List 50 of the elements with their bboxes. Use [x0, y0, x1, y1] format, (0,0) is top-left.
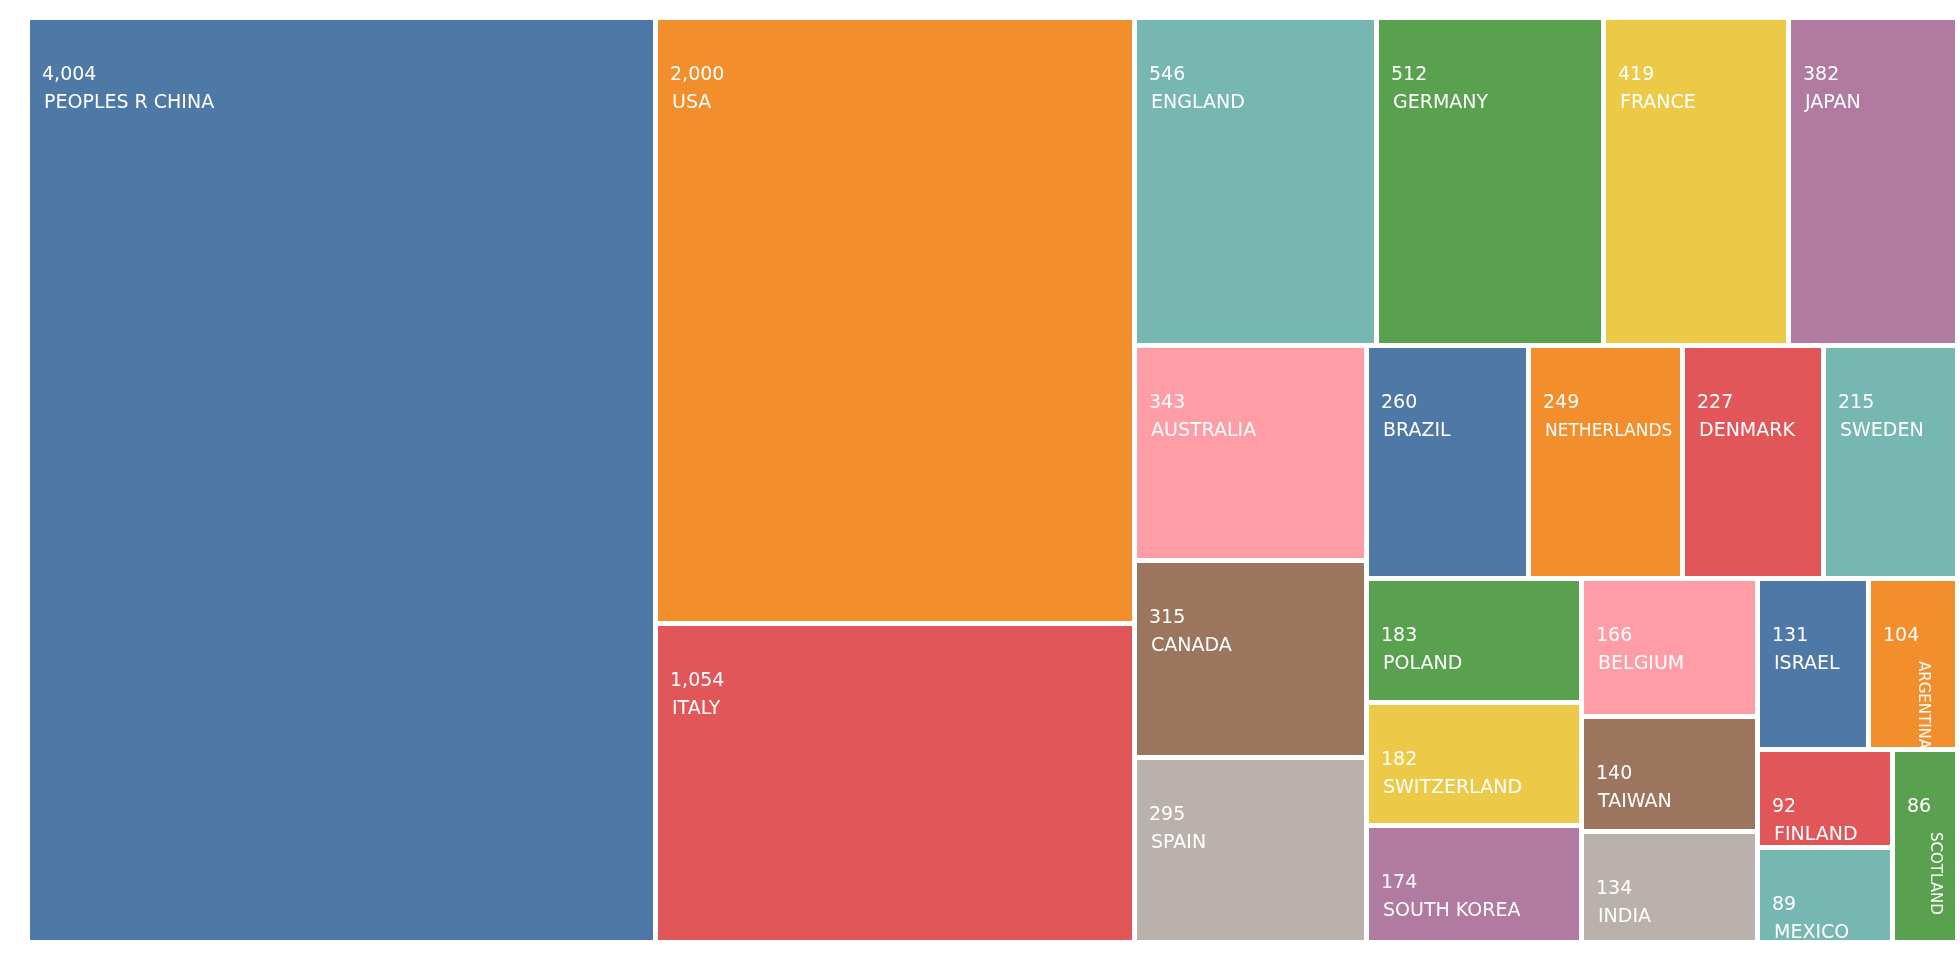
data-label: 215 — [1838, 390, 1875, 412]
data-label: 2,000 — [670, 62, 725, 84]
category-label: INDIA — [1598, 904, 1652, 926]
category-label: ARGENTINA — [1915, 661, 1933, 750]
data-label: 166 — [1596, 623, 1633, 645]
data-label: 104 — [1883, 623, 1920, 645]
category-label: POLAND — [1383, 651, 1463, 673]
category-label: SCOTLAND — [1927, 832, 1945, 915]
data-label: 315 — [1149, 605, 1186, 627]
data-label: 382 — [1803, 62, 1840, 84]
category-label: BELGIUM — [1598, 651, 1685, 673]
category-label: SOUTH KOREA — [1383, 898, 1521, 920]
category-label: CANADA — [1151, 633, 1232, 655]
data-label: 92 — [1772, 794, 1797, 816]
category-label: FINLAND — [1774, 822, 1858, 844]
data-label: 227 — [1697, 390, 1734, 412]
data-label: 1,054 — [670, 668, 725, 690]
data-label: 131 — [1772, 623, 1809, 645]
category-label: GERMANY — [1393, 90, 1489, 112]
category-label: MEXICO — [1774, 920, 1850, 942]
category-label: ISRAEL — [1774, 651, 1841, 673]
data-label: 89 — [1772, 892, 1797, 914]
data-label: 183 — [1381, 623, 1418, 645]
category-label: AUSTRALIA — [1151, 418, 1257, 440]
data-label: 295 — [1149, 802, 1186, 824]
category-label: DENMARK — [1699, 418, 1796, 440]
category-label: BRAZIL — [1383, 418, 1452, 440]
data-label: 419 — [1618, 62, 1655, 84]
data-label: 512 — [1391, 62, 1428, 84]
category-label: ITALY — [672, 696, 721, 718]
category-label: USA — [672, 90, 712, 112]
category-label: SWITZERLAND — [1383, 775, 1523, 797]
category-label: SWEDEN — [1840, 418, 1924, 440]
data-label: 182 — [1381, 747, 1418, 769]
data-label: 134 — [1596, 876, 1633, 898]
data-label: 86 — [1907, 794, 1932, 816]
category-label: NETHERLANDS — [1545, 420, 1673, 440]
category-label: JAPAN — [1804, 90, 1861, 112]
data-label: 4,004 — [42, 62, 97, 84]
category-label: TAIWAN — [1597, 789, 1672, 811]
data-label: 174 — [1381, 870, 1418, 892]
category-label: FRANCE — [1620, 90, 1696, 112]
category-label: ENGLAND — [1151, 90, 1245, 112]
category-label: SPAIN — [1151, 830, 1207, 852]
data-label: 546 — [1149, 62, 1186, 84]
data-label: 249 — [1543, 390, 1580, 412]
data-label: 140 — [1596, 761, 1633, 783]
data-label: 260 — [1381, 390, 1418, 412]
category-label: PEOPLES R CHINA — [44, 90, 215, 112]
data-label: 343 — [1149, 390, 1186, 412]
